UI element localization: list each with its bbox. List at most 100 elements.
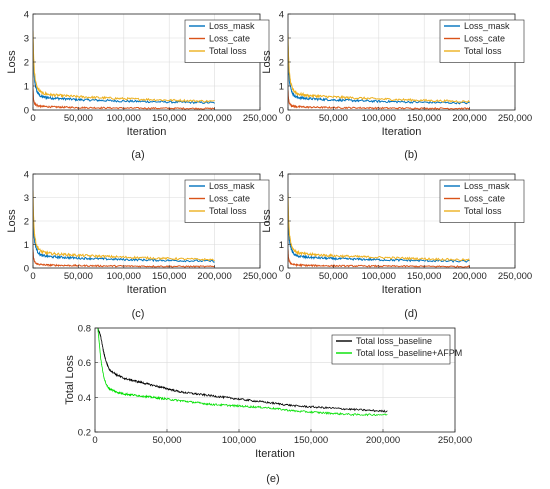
x-tick-label: 150,000 <box>294 435 328 446</box>
legend-label: Loss_mask <box>464 21 510 31</box>
legend-box <box>439 179 525 223</box>
panel-caption: (d) <box>404 308 417 320</box>
legend-label: Total loss <box>209 206 247 216</box>
x-tick-label: 250,000 <box>243 113 277 124</box>
x-tick-label: 0 <box>30 271 35 282</box>
legend-label: Loss_cate <box>464 194 505 204</box>
x-tick-label: 200,000 <box>197 271 231 282</box>
x-tick-label: 200,000 <box>452 271 486 282</box>
legend-box <box>331 334 451 365</box>
panel-caption: (b) <box>404 149 417 161</box>
panel-caption: (e) <box>266 473 279 485</box>
series-line <box>288 42 470 105</box>
x-tick-label: 250,000 <box>498 113 532 124</box>
legend-label: Loss_cate <box>464 34 505 44</box>
legend-label: Loss_mask <box>209 181 255 191</box>
y-tick-label: 0 <box>24 264 29 275</box>
x-axis-label: Iteration <box>255 448 295 460</box>
y-tick-label: 0.6 <box>78 358 91 369</box>
x-axis-label: Iteration <box>127 284 167 296</box>
legend-label: Loss_cate <box>209 34 250 44</box>
series-line <box>288 249 470 268</box>
y-tick-label: 0.2 <box>78 428 91 439</box>
legend-label: Total loss_baseline+AFPM <box>356 348 462 358</box>
x-axis-label: Iteration <box>382 126 422 138</box>
y-tick-label: 4 <box>279 10 284 21</box>
panel-caption: (c) <box>132 308 145 320</box>
series-line <box>288 192 471 262</box>
y-tick-label: 2 <box>279 58 284 69</box>
x-tick-label: 150,000 <box>152 271 186 282</box>
y-tick-label: 0 <box>279 264 284 275</box>
y-tick-label: 1 <box>24 82 29 93</box>
x-tick-label: 50,000 <box>152 435 181 446</box>
y-tick-label: 3 <box>279 34 284 45</box>
x-tick-label: 50,000 <box>319 113 348 124</box>
legend-label: Loss_mask <box>209 21 255 31</box>
x-tick-label: 200,000 <box>366 435 400 446</box>
series-line <box>288 33 470 103</box>
series-line <box>288 206 470 263</box>
x-tick-label: 200,000 <box>452 113 486 124</box>
y-tick-label: 2 <box>24 217 29 228</box>
chart-panel: 0 50,000 100,000 150,000 200,000 250,000 0 1 2 3 4… <box>6 10 277 162</box>
series-line <box>33 88 215 110</box>
y-tick-label: 1 <box>24 240 29 251</box>
series-line <box>97 328 388 417</box>
y-tick-label: 1 <box>279 82 284 93</box>
y-axis-label: Loss <box>261 209 273 233</box>
series-line <box>97 328 388 413</box>
x-tick-label: 150,000 <box>407 113 441 124</box>
y-tick-label: 4 <box>279 170 284 181</box>
y-tick-label: 0 <box>279 106 284 117</box>
x-tick-label: 50,000 <box>64 113 93 124</box>
y-tick-label: 0 <box>24 106 29 117</box>
series-line <box>33 249 215 268</box>
legend-box <box>184 19 270 63</box>
chart-panel: 0 50,000 100,000 150,000 200,000 250,000 0 1 2 3 4… <box>261 170 532 321</box>
y-tick-label: 3 <box>24 34 29 45</box>
y-axis-label: Total Loss <box>64 355 76 405</box>
y-axis-label: Loss <box>6 50 18 74</box>
y-tick-label: 1 <box>279 240 284 251</box>
x-tick-label: 0 <box>285 271 290 282</box>
x-tick-label: 200,000 <box>197 113 231 124</box>
x-tick-label: 50,000 <box>64 271 93 282</box>
y-tick-label: 3 <box>24 193 29 204</box>
x-tick-label: 100,000 <box>362 271 396 282</box>
series-line <box>33 204 215 263</box>
legend-label: Loss_cate <box>209 194 250 204</box>
x-tick-label: 0 <box>30 113 35 124</box>
x-tick-label: 150,000 <box>152 113 186 124</box>
x-tick-label: 250,000 <box>243 271 277 282</box>
x-tick-label: 100,000 <box>362 113 396 124</box>
x-tick-label: 100,000 <box>222 435 256 446</box>
x-tick-label: 250,000 <box>498 271 532 282</box>
y-axis-label: Loss <box>261 50 273 74</box>
legend-label: Total loss <box>464 206 502 216</box>
y-tick-label: 0.4 <box>78 393 91 404</box>
x-tick-label: 150,000 <box>407 271 441 282</box>
y-tick-label: 4 <box>24 10 29 21</box>
x-tick-label: 250,000 <box>438 435 472 446</box>
x-tick-label: 0 <box>92 435 97 446</box>
y-tick-label: 2 <box>24 58 29 69</box>
series-line <box>33 40 215 105</box>
y-tick-label: 3 <box>279 193 284 204</box>
legend-box <box>184 179 270 223</box>
chart-panel: 0 50,000 100,000 150,000 200,000 250,000 0.2 0.… <box>64 324 472 486</box>
y-axis-label: Loss <box>6 209 18 233</box>
x-tick-label: 100,000 <box>107 271 141 282</box>
legend-label: Total loss <box>464 46 502 56</box>
x-tick-label: 50,000 <box>319 271 348 282</box>
axes-frame <box>94 327 456 433</box>
series-line <box>33 30 215 103</box>
series-line <box>33 190 215 262</box>
x-axis-label: Iteration <box>382 284 422 296</box>
y-tick-label: 0.8 <box>78 324 91 335</box>
legend-label: Total loss_baseline <box>356 336 432 346</box>
legend-label: Total loss <box>209 46 247 56</box>
panel-caption: (a) <box>131 149 144 161</box>
y-tick-label: 2 <box>279 217 284 228</box>
